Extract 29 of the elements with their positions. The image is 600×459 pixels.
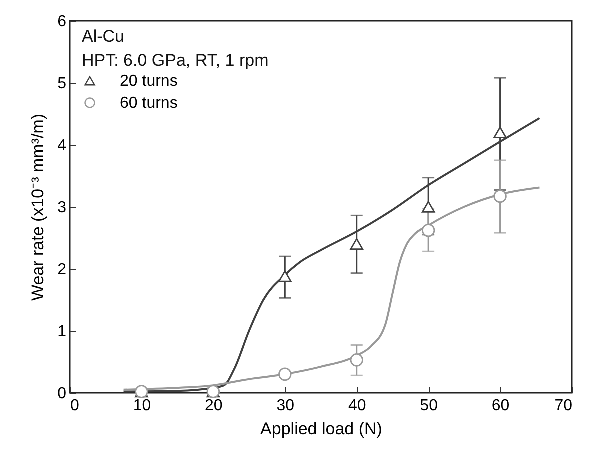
legend-label: 20 turns: [120, 73, 178, 90]
point: [350, 238, 364, 250]
point: [494, 190, 507, 204]
point: [422, 224, 436, 238]
annotation: HPT: 6.0 GPa, RT, 1 rpm: [82, 51, 269, 70]
x-tick-label: 50: [420, 398, 438, 414]
point: [278, 270, 292, 282]
x-tick-label: 70: [554, 398, 573, 414]
y-tick-label: 0: [58, 386, 67, 402]
y-tick-label: 6: [58, 14, 67, 30]
x-tick-label: 10: [133, 398, 152, 414]
y-tick-label: 2: [58, 262, 67, 278]
x-tick-label: 20: [205, 398, 223, 414]
x-tick-label: 40: [348, 398, 366, 414]
annotation: Al-Cu: [82, 27, 125, 46]
y-tick-label: 5: [58, 76, 67, 92]
x-axis-title: Applied load (N): [260, 420, 382, 438]
x-tick-label: 60: [492, 398, 510, 414]
point: [278, 368, 292, 382]
point: [350, 354, 364, 367]
legend-label: 60 turns: [120, 95, 178, 112]
x-tick-label: 0: [70, 398, 80, 414]
y-tick-label: 4: [58, 138, 67, 154]
y-tick-label: 1: [58, 324, 67, 340]
x-tick-label: 30: [276, 398, 295, 414]
point: [494, 126, 507, 138]
y-axis-title: Wear rate (x10⁻³ mm³/m): [28, 114, 48, 302]
point: [422, 201, 436, 213]
y-tick-label: 3: [58, 200, 67, 216]
